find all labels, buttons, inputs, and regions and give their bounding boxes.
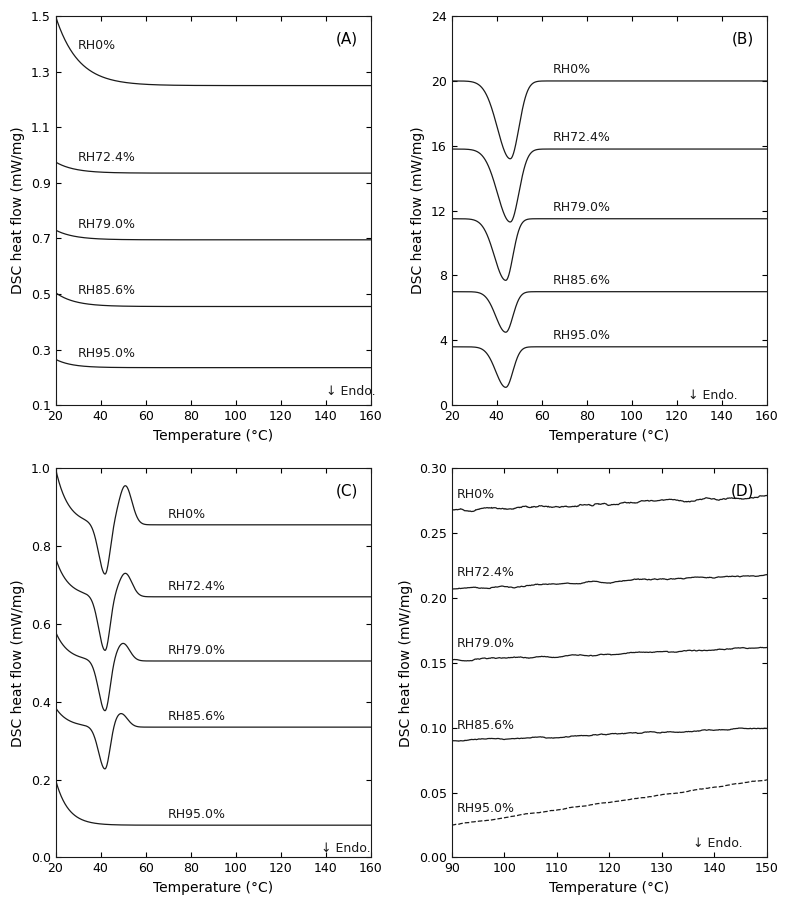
Text: RH79.0%: RH79.0%	[457, 637, 515, 650]
Y-axis label: DSC heat flow (mW/mg): DSC heat flow (mW/mg)	[11, 579, 25, 747]
Text: RH85.6%: RH85.6%	[553, 274, 611, 287]
X-axis label: Temperature (°C): Temperature (°C)	[549, 429, 669, 443]
Text: (B): (B)	[732, 32, 754, 47]
Text: RH79.0%: RH79.0%	[553, 201, 611, 214]
X-axis label: Temperature (°C): Temperature (°C)	[153, 881, 273, 895]
Text: RH0%: RH0%	[168, 508, 206, 521]
Text: RH72.4%: RH72.4%	[553, 131, 611, 144]
Text: RH95.0%: RH95.0%	[553, 329, 611, 342]
Text: ↓ Endo.: ↓ Endo.	[322, 842, 371, 854]
Text: (C): (C)	[336, 484, 358, 499]
X-axis label: Temperature (°C): Temperature (°C)	[153, 429, 273, 443]
Text: RH0%: RH0%	[553, 63, 591, 76]
Text: RH85.6%: RH85.6%	[78, 284, 136, 297]
Text: RH85.6%: RH85.6%	[168, 710, 226, 723]
Text: RH72.4%: RH72.4%	[168, 580, 226, 593]
Text: (D): (D)	[731, 484, 754, 499]
Text: RH72.4%: RH72.4%	[457, 565, 515, 579]
X-axis label: Temperature (°C): Temperature (°C)	[549, 881, 669, 895]
Text: ↓ Endo.: ↓ Endo.	[694, 837, 743, 850]
Y-axis label: DSC heat flow (mW/mg): DSC heat flow (mW/mg)	[11, 127, 25, 294]
Text: ↓ Endo.: ↓ Endo.	[325, 385, 375, 399]
Text: RH0%: RH0%	[78, 39, 116, 52]
Y-axis label: DSC heat flow (mW/mg): DSC heat flow (mW/mg)	[412, 127, 426, 294]
Text: ↓ Endo.: ↓ Endo.	[688, 389, 738, 401]
Text: (A): (A)	[336, 32, 358, 47]
Text: RH95.0%: RH95.0%	[78, 347, 136, 360]
Text: RH79.0%: RH79.0%	[168, 644, 226, 657]
Text: RH72.4%: RH72.4%	[78, 151, 136, 164]
Text: RH95.0%: RH95.0%	[457, 802, 515, 814]
Text: RH79.0%: RH79.0%	[78, 218, 136, 231]
Text: RH85.6%: RH85.6%	[457, 718, 515, 732]
Text: RH0%: RH0%	[457, 487, 495, 501]
Text: RH95.0%: RH95.0%	[168, 808, 226, 821]
Y-axis label: DSC heat flow (mW/mg): DSC heat flow (mW/mg)	[399, 579, 413, 747]
